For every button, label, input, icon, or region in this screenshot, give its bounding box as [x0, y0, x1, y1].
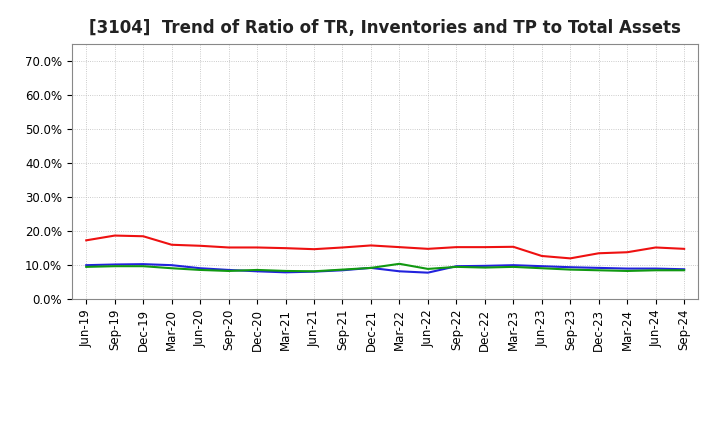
Inventories	[652, 266, 660, 271]
Inventories	[623, 266, 631, 271]
Inventories	[395, 269, 404, 274]
Trade Receivables	[423, 246, 432, 252]
Trade Receivables	[452, 245, 461, 250]
Trade Payables	[566, 267, 575, 272]
Trade Payables	[139, 264, 148, 269]
Inventories	[139, 261, 148, 267]
Inventories	[110, 262, 119, 267]
Trade Receivables	[480, 245, 489, 250]
Trade Receivables	[395, 245, 404, 250]
Inventories	[595, 265, 603, 271]
Inventories	[423, 270, 432, 275]
Trade Receivables	[139, 234, 148, 239]
Trade Receivables	[82, 238, 91, 243]
Inventories	[225, 267, 233, 272]
Trade Receivables	[253, 245, 261, 250]
Inventories	[537, 264, 546, 269]
Trade Receivables	[196, 243, 204, 249]
Trade Payables	[595, 268, 603, 273]
Trade Receivables	[310, 246, 318, 252]
Trade Receivables	[595, 251, 603, 256]
Inventories	[196, 266, 204, 271]
Trade Payables	[82, 264, 91, 270]
Trade Receivables	[338, 245, 347, 250]
Trade Payables	[110, 264, 119, 269]
Trade Payables	[537, 266, 546, 271]
Trade Payables	[167, 266, 176, 271]
Trade Payables	[480, 265, 489, 270]
Line: Trade Receivables: Trade Receivables	[86, 235, 684, 258]
Line: Inventories: Inventories	[86, 264, 684, 273]
Trade Receivables	[225, 245, 233, 250]
Trade Receivables	[509, 244, 518, 249]
Trade Payables	[225, 268, 233, 274]
Line: Trade Payables: Trade Payables	[86, 264, 684, 271]
Inventories	[509, 263, 518, 268]
Trade Payables	[452, 264, 461, 270]
Trade Receivables	[566, 256, 575, 261]
Trade Payables	[310, 269, 318, 274]
Trade Receivables	[110, 233, 119, 238]
Inventories	[566, 264, 575, 270]
Inventories	[680, 267, 688, 272]
Trade Receivables	[680, 246, 688, 252]
Inventories	[253, 269, 261, 274]
Inventories	[82, 263, 91, 268]
Trade Receivables	[537, 253, 546, 259]
Inventories	[480, 263, 489, 268]
Inventories	[282, 270, 290, 275]
Trade Payables	[423, 266, 432, 271]
Inventories	[366, 265, 375, 271]
Trade Payables	[680, 268, 688, 273]
Trade Payables	[253, 267, 261, 272]
Inventories	[338, 268, 347, 273]
Trade Payables	[338, 267, 347, 272]
Title: [3104]  Trend of Ratio of TR, Inventories and TP to Total Assets: [3104] Trend of Ratio of TR, Inventories…	[89, 19, 681, 37]
Trade Receivables	[623, 249, 631, 255]
Trade Receivables	[167, 242, 176, 247]
Trade Payables	[509, 264, 518, 270]
Trade Payables	[623, 268, 631, 274]
Trade Receivables	[282, 246, 290, 251]
Trade Payables	[282, 268, 290, 274]
Trade Receivables	[366, 243, 375, 248]
Trade Payables	[395, 261, 404, 267]
Legend: Trade Receivables, Inventories, Trade Payables: Trade Receivables, Inventories, Trade Pa…	[148, 439, 623, 440]
Inventories	[167, 263, 176, 268]
Inventories	[452, 264, 461, 269]
Trade Payables	[652, 268, 660, 273]
Inventories	[310, 269, 318, 274]
Trade Receivables	[652, 245, 660, 250]
Trade Payables	[366, 265, 375, 271]
Trade Payables	[196, 267, 204, 272]
